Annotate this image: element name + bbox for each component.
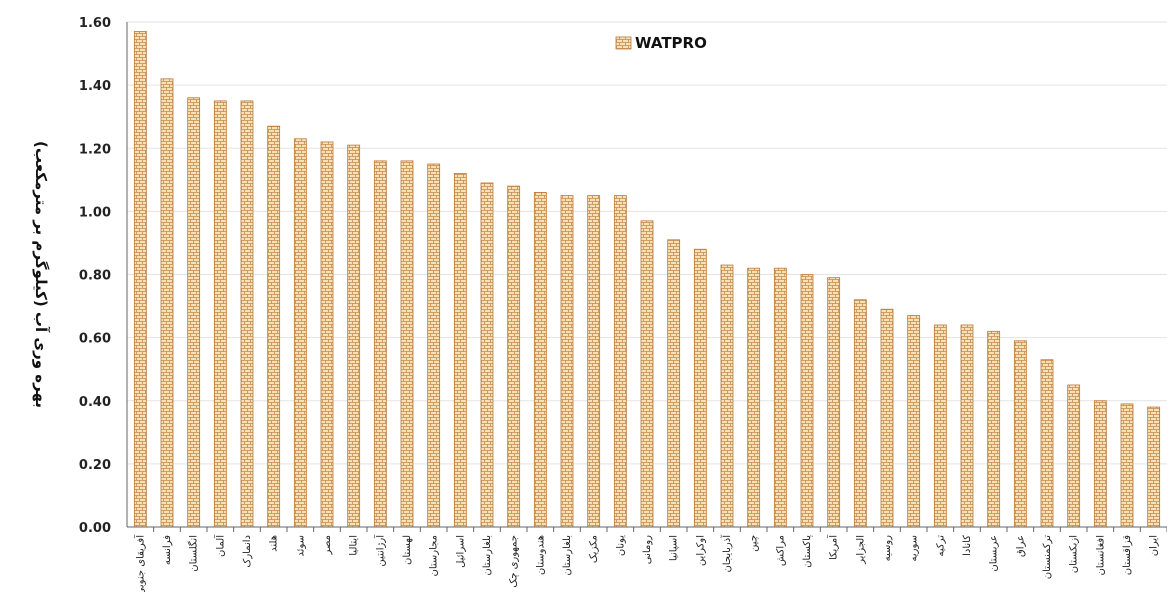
bar xyxy=(960,324,974,528)
y-tick-label: 1.60 xyxy=(79,16,111,31)
bar xyxy=(453,173,467,528)
bar xyxy=(747,267,761,528)
bar xyxy=(213,100,227,528)
bar xyxy=(320,141,334,528)
bar xyxy=(347,144,361,528)
x-tick-label: اسرائیل xyxy=(455,535,466,568)
bar xyxy=(133,31,147,528)
x-tick-label: آمریکا xyxy=(827,534,840,560)
x-tick-label: فرانسه xyxy=(162,535,173,565)
x-tick-label: بلغارستان xyxy=(482,535,493,576)
x-tick-label: ایران xyxy=(1149,535,1160,556)
x-tick-label: مکزیک xyxy=(589,535,600,563)
x-tick-label: یونان xyxy=(615,535,626,556)
x-tick-label: دانمارک xyxy=(242,535,253,568)
y-tick-label: 0.20 xyxy=(79,458,111,473)
bars xyxy=(133,31,1161,528)
x-tick-label: آذربایجان xyxy=(720,534,733,573)
x-tick-label: چین xyxy=(749,535,760,552)
x-tick-label: آفریقای جنوبی xyxy=(133,534,146,592)
x-tick-label: عربستان xyxy=(989,535,1000,572)
bar xyxy=(240,100,254,528)
bar xyxy=(987,330,1001,528)
x-tick-label: هلند xyxy=(269,535,280,552)
bar xyxy=(293,138,307,528)
y-tick-label: 1.00 xyxy=(79,205,111,220)
y-tick-label: 0.40 xyxy=(79,395,111,410)
x-tick-label: کانادا xyxy=(962,535,973,556)
x-tick-label: روسیه xyxy=(882,535,893,562)
y-tick-label: 0.00 xyxy=(79,521,111,536)
x-tick-label: هندوستان xyxy=(535,535,546,575)
x-tick-label: مصر xyxy=(322,535,333,556)
bar xyxy=(667,239,681,528)
bar xyxy=(720,264,734,528)
bar xyxy=(853,299,867,528)
bar xyxy=(1040,359,1054,528)
bar xyxy=(160,78,174,528)
x-tick-label: اوکراین xyxy=(695,535,706,566)
x-tick-label: جمهوری چک xyxy=(509,535,520,588)
x-tick-label: پاکستان xyxy=(802,535,813,568)
y-tick-labels: 0.00 0.20 0.40 0.60 0.80 1.00 1.20 1.40 1.60 xyxy=(79,16,111,536)
bar xyxy=(1147,406,1161,528)
bar xyxy=(507,185,521,528)
y-tick-label: 0.60 xyxy=(79,332,111,347)
x-tick-labels: آفریقای جنوبی فرانسه انگلستان آلمان دانمارک ه… xyxy=(133,534,1160,596)
bar xyxy=(613,195,627,528)
bar xyxy=(267,125,281,528)
x-tick-label: ترکمنستان xyxy=(1042,535,1053,579)
bar xyxy=(1093,400,1107,528)
x-tick-label: قزاقستان xyxy=(1122,535,1133,575)
bar xyxy=(587,195,601,528)
x-tick-label: بلغارستان xyxy=(562,535,573,576)
bar xyxy=(773,267,787,528)
bar xyxy=(480,182,494,528)
legend-label-watpro: WATPRO xyxy=(635,34,707,52)
bar xyxy=(1120,403,1134,528)
x-tick-label: رومانی xyxy=(642,535,653,564)
x-tick-label: مراکش xyxy=(775,535,786,566)
bar xyxy=(907,315,921,528)
bar xyxy=(400,160,414,528)
bar xyxy=(640,220,654,528)
x-tick-label: سوریه xyxy=(909,535,920,562)
bar xyxy=(693,248,707,528)
x-tick-label: افغانستان xyxy=(1095,535,1106,576)
bar xyxy=(373,160,387,528)
bar xyxy=(880,308,894,528)
bar xyxy=(1067,384,1081,528)
legend: WATPRO xyxy=(615,34,707,52)
x-tick-label: الجزایر xyxy=(855,535,866,565)
x-tick-label: لهستان xyxy=(402,535,413,565)
axes xyxy=(126,22,1167,532)
y-tick-label: 1.40 xyxy=(79,79,111,94)
y-axis-title: بهره وری آب (کیلوگرم بر مترمکعب) xyxy=(32,141,50,408)
y-tick-label: 0.80 xyxy=(79,269,111,284)
bar xyxy=(427,163,441,528)
y-tick-label: 1.20 xyxy=(79,142,111,157)
x-tick-label: ازبکستان xyxy=(1069,535,1080,573)
bar xyxy=(800,274,814,528)
bar xyxy=(533,192,547,528)
bar xyxy=(933,324,947,528)
bar xyxy=(187,97,201,528)
bar xyxy=(827,277,841,528)
legend-swatch-watpro xyxy=(615,36,632,50)
x-tick-label: ترکیه xyxy=(935,535,946,557)
x-tick-label: آلمان xyxy=(213,534,226,557)
x-tick-label: سوئد xyxy=(295,535,306,557)
bar xyxy=(560,195,574,528)
x-tick-label: انگلستان xyxy=(188,535,200,572)
bar xyxy=(1013,340,1027,528)
x-tick-label: عراق xyxy=(1015,535,1026,557)
x-tick-label: ایتالیا xyxy=(349,535,360,556)
x-tick-label: مجارستان xyxy=(429,535,440,576)
x-tick-label: آرژانتین xyxy=(373,534,386,567)
x-tick-label: اسپانیا xyxy=(669,535,680,561)
